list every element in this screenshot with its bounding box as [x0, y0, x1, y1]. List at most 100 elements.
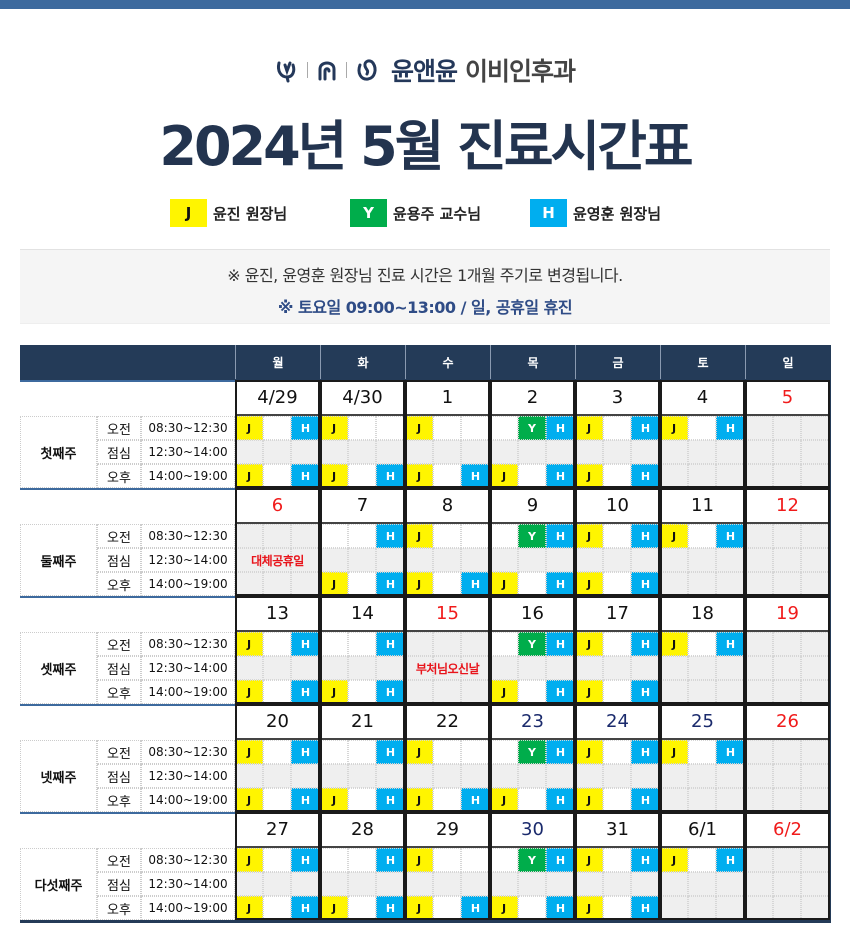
doctor-slot-h: H: [631, 464, 660, 488]
row-label: 점심: [97, 656, 141, 680]
doctor-slot-h: H: [376, 740, 405, 764]
doctor-slot-h: H: [291, 632, 320, 656]
closed-slot: [235, 872, 263, 896]
empty-slot: [348, 896, 376, 920]
closed-slot: [490, 440, 518, 464]
doctor-slot-h: H: [631, 788, 660, 812]
closed-slot: [801, 764, 830, 788]
closed-slot: [631, 548, 660, 572]
closed-slot: [263, 548, 291, 572]
closed-slot: [773, 572, 801, 596]
weekday-header-5: 토: [660, 345, 745, 379]
empty-slot: [263, 788, 291, 812]
closed-slot: [660, 872, 688, 896]
closed-slot: [688, 440, 716, 464]
closed-slot: [688, 872, 716, 896]
date-cell: 9: [490, 488, 575, 524]
empty-slot: [263, 680, 291, 704]
empty-slot: [348, 524, 376, 548]
closed-slot: [405, 764, 433, 788]
empty-slot: [603, 524, 631, 548]
closed-slot: [575, 656, 603, 680]
page-title: 2024년 5월 진료시간표: [159, 115, 693, 178]
date-cell: 15: [405, 596, 490, 632]
closed-slot: [235, 548, 263, 572]
empty-slot: [433, 524, 461, 548]
closed-slot: [320, 872, 348, 896]
closed-slot: [603, 440, 631, 464]
doctor-slot-h: H: [716, 524, 745, 548]
closed-slot: [716, 440, 745, 464]
closed-slot: [688, 572, 716, 596]
closed-slot: [660, 680, 688, 704]
doctor-slot-y: Y: [518, 740, 546, 764]
closed-slot: [660, 656, 688, 680]
doctor-slot-j: J: [490, 788, 518, 812]
closed-slot: [291, 764, 320, 788]
closed-slot: [745, 896, 773, 920]
empty-slot: [433, 416, 461, 440]
closed-slot: [575, 548, 603, 572]
top-accent-bar: [0, 0, 850, 9]
logo-dept: 이비인후과: [465, 57, 576, 86]
row-time: 12:30~14:00: [141, 548, 235, 572]
row-label: 오전: [97, 416, 141, 440]
empty-slot: [348, 572, 376, 596]
closed-slot: [546, 440, 575, 464]
closed-slot: [773, 788, 801, 812]
notice-hours: ※ 토요일 09:00~13:00 / 일, 공휴일 휴진: [277, 298, 573, 317]
doctor-slot-j: J: [235, 416, 263, 440]
date-cell: 2: [490, 380, 575, 416]
doctor-slot-h: H: [546, 788, 575, 812]
closed-slot: [291, 524, 320, 548]
empty-slot: [320, 632, 348, 656]
weekday-header-3: 목: [490, 345, 575, 379]
doctor-slot-h: H: [716, 632, 745, 656]
closed-slot: [376, 872, 405, 896]
doctor-slot-h: H: [631, 572, 660, 596]
closed-slot: [716, 572, 745, 596]
closed-slot: [320, 440, 348, 464]
doctor-slot-j: J: [490, 572, 518, 596]
week-label: 첫째주: [20, 416, 97, 488]
empty-slot: [320, 740, 348, 764]
closed-slot: [603, 656, 631, 680]
closed-slot: [688, 896, 716, 920]
doctor-slot-j: J: [490, 896, 518, 920]
empty-slot: [348, 680, 376, 704]
date-cell: 4/29: [235, 380, 320, 416]
date-cell: 16: [490, 596, 575, 632]
week-label: 다섯째주: [20, 848, 97, 920]
closed-slot: [801, 788, 830, 812]
date-cell: 14: [320, 596, 405, 632]
closed-slot: [546, 548, 575, 572]
closed-slot: [716, 464, 745, 488]
doctor-slot-h: H: [716, 416, 745, 440]
doctor-slot-j: J: [575, 896, 603, 920]
row-label: 오후: [97, 464, 141, 488]
empty-slot: [603, 416, 631, 440]
closed-slot: [660, 788, 688, 812]
doctor-slot-y: Y: [518, 632, 546, 656]
date-cell: 11: [660, 488, 745, 524]
closed-slot: [348, 872, 376, 896]
empty-slot: [603, 740, 631, 764]
closed-slot: [263, 440, 291, 464]
closed-slot: [745, 548, 773, 572]
row-label: 오전: [97, 632, 141, 656]
legend-label: 윤진 원장님: [213, 204, 288, 223]
header-corner: [20, 345, 235, 379]
closed-slot: [773, 464, 801, 488]
closed-slot: [348, 656, 376, 680]
doctor-slot-h: H: [376, 524, 405, 548]
week-spacer: [20, 812, 235, 848]
empty-slot: [603, 464, 631, 488]
empty-slot: [433, 572, 461, 596]
closed-slot: [773, 524, 801, 548]
date-cell: 30: [490, 812, 575, 848]
closed-slot: [801, 416, 830, 440]
holiday-label: 대체공휴일: [251, 553, 304, 568]
empty-slot: [348, 740, 376, 764]
date-cell: 31: [575, 812, 660, 848]
closed-slot: [773, 440, 801, 464]
